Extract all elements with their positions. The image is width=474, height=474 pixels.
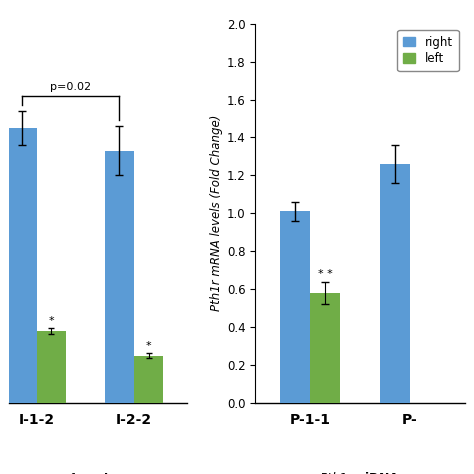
Bar <box>36 331 66 403</box>
Legend: right, left: right, left <box>397 29 459 71</box>
Text: $\mathit{Igf}$-$\mathit{1r}$ siRNA: $\mathit{Igf}$-$\mathit{1r}$ siRNA <box>57 471 139 474</box>
Text: $\mathit{Pth1r}$ siRNA: $\mathit{Pth1r}$ siRNA <box>319 471 401 474</box>
Bar <box>310 293 340 403</box>
Bar <box>134 356 163 403</box>
Bar <box>380 164 410 403</box>
Text: *: * <box>48 316 54 326</box>
Bar <box>280 211 310 403</box>
Text: *: * <box>146 341 151 351</box>
Bar <box>105 151 134 403</box>
Bar <box>8 128 36 403</box>
Text: * *: * * <box>318 269 332 279</box>
Text: p=0.02: p=0.02 <box>50 82 91 92</box>
Y-axis label: Pth1r mRNA levels (Fold Change): Pth1r mRNA levels (Fold Change) <box>210 115 223 311</box>
